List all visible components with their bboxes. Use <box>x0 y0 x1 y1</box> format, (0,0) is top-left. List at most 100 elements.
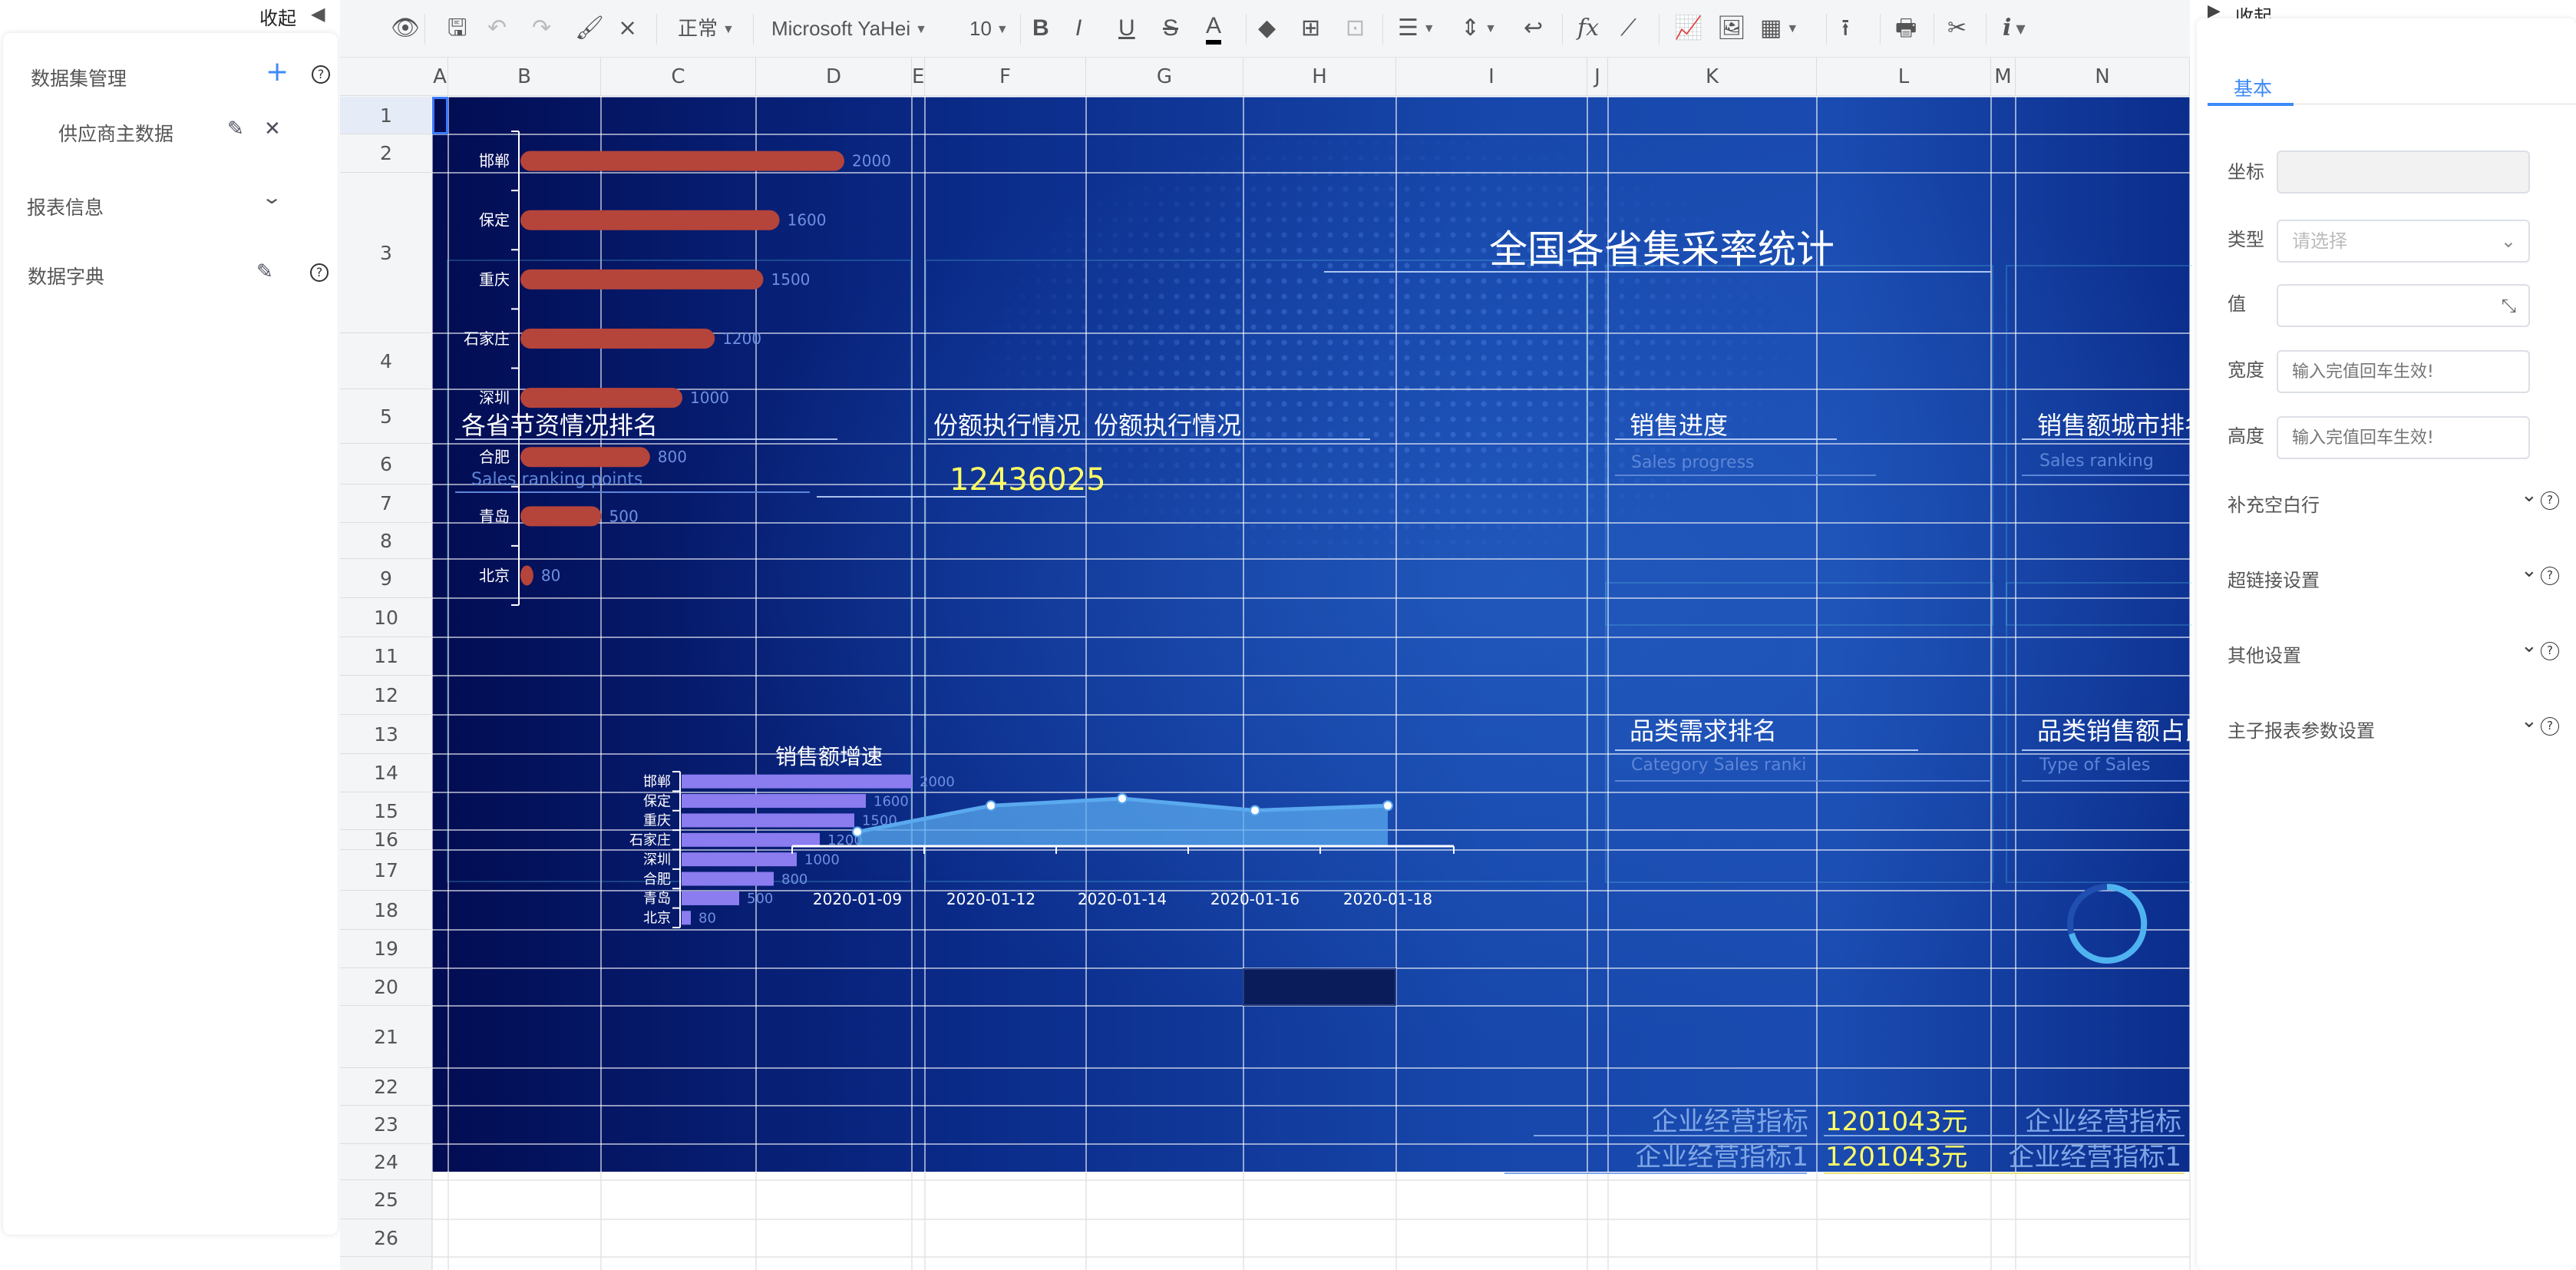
question-circle-icon[interactable]: ? <box>2541 642 2559 660</box>
question-circle-icon[interactable]: ? <box>310 263 329 282</box>
row-header-19[interactable]: 19 <box>340 930 432 968</box>
row-header-11[interactable]: 11 <box>340 637 432 676</box>
report-info-label[interactable]: 报表信息 <box>27 197 104 219</box>
column-header-N[interactable]: N <box>2016 58 2190 96</box>
column-header-D[interactable]: D <box>756 58 912 96</box>
column-header-I[interactable]: I <box>1396 58 1587 96</box>
section-row[interactable]: 主子报表参数设置 ⌄? <box>2228 709 2565 746</box>
row-header-25[interactable]: 25 <box>340 1180 432 1219</box>
report-canvas[interactable] <box>432 97 2190 1172</box>
section-row[interactable]: 其他设置 ⌄? <box>2228 634 2565 671</box>
collapse-left-button[interactable]: 收起 <box>259 8 296 29</box>
font-color-icon[interactable]: A <box>1206 12 1222 45</box>
row-header-7[interactable]: 7 <box>340 485 432 523</box>
column-header-K[interactable]: K <box>1608 58 1817 96</box>
chevron-down-icon[interactable]: ⌄ <box>2521 634 2538 657</box>
tab-basic[interactable]: 基本 <box>2234 78 2273 100</box>
column-header-J[interactable]: J <box>1587 58 1608 96</box>
redo-icon[interactable]: ↷ <box>532 15 552 41</box>
column-header-G[interactable]: G <box>1086 58 1243 96</box>
column-header-B[interactable]: B <box>448 58 601 96</box>
question-circle-icon[interactable]: ? <box>2541 717 2559 736</box>
column-header-E[interactable]: E <box>912 58 925 96</box>
caret-right-icon[interactable]: ▶ <box>2208 2 2221 21</box>
save-icon[interactable]: 🖫 <box>447 15 467 41</box>
section-row[interactable]: 超链接设置 ⌄? <box>2228 559 2565 596</box>
chevron-down-icon[interactable]: ⌄ <box>2521 709 2538 733</box>
underline-icon[interactable]: U <box>1118 15 1135 41</box>
row-header-4[interactable]: 4 <box>340 333 432 389</box>
row-header-12[interactable]: 12 <box>340 676 432 715</box>
row-header-18[interactable]: 18 <box>340 891 432 930</box>
column-header-L[interactable]: L <box>1817 58 1991 96</box>
align-icon[interactable]: ☰ ▼ <box>1398 15 1435 41</box>
pencil-icon[interactable]: ✎ <box>227 117 244 141</box>
upload-icon[interactable]: ⭱ <box>1841 15 1850 41</box>
qrcode-icon[interactable]: ▦ ▼ <box>1760 15 1799 41</box>
italic-icon[interactable]: I <box>1075 15 1082 41</box>
column-header-C[interactable]: C <box>601 58 756 96</box>
bold-icon[interactable]: B <box>1032 15 1049 41</box>
question-circle-icon[interactable]: ? <box>2541 491 2559 510</box>
row-header-14[interactable]: 14 <box>340 754 432 792</box>
vertical-align-icon[interactable]: ⇕ ▼ <box>1461 15 1497 41</box>
print-icon[interactable]: 🖶 <box>1895 15 1917 41</box>
merge-cells-icon[interactable]: ⊡ <box>1346 15 1366 41</box>
caret-left-icon[interactable]: ◀ <box>311 3 325 25</box>
column-header-F[interactable]: F <box>925 58 1086 96</box>
row-header-6[interactable]: 6 <box>340 444 432 485</box>
wrap-text-icon[interactable]: ↩ <box>1524 15 1544 41</box>
row-header-26[interactable]: 26 <box>340 1219 432 1257</box>
fill-color-icon[interactable]: ◆ <box>1258 15 1276 41</box>
clear-format-icon[interactable]: ⨯ <box>618 15 638 41</box>
image-icon[interactable]: 🖼 <box>1717 15 1747 41</box>
plus-icon[interactable]: + <box>266 56 289 88</box>
compress-icon[interactable]: ⤡ <box>2501 295 2516 316</box>
value-field[interactable]: ⤡ <box>2277 284 2530 327</box>
row-header-10[interactable]: 10 <box>340 598 432 637</box>
borders-icon[interactable]: ⊞ <box>1301 15 1321 41</box>
section-row[interactable]: 补充空白行 ⌄? <box>2228 484 2565 521</box>
row-header-15[interactable]: 15 <box>340 792 432 830</box>
row-header-8[interactable]: 8 <box>340 523 432 559</box>
row-header-16[interactable]: 16 <box>340 828 432 851</box>
style-select[interactable]: 正常 ▼ <box>678 12 735 45</box>
chevron-down-icon[interactable]: ⌄ <box>260 187 283 208</box>
width-field[interactable] <box>2277 350 2530 393</box>
row-header-5[interactable]: 5 <box>340 389 432 444</box>
chart-icon[interactable]: 📈 <box>1674 15 1703 41</box>
question-circle-icon[interactable]: ? <box>2541 567 2559 585</box>
format-painter-icon[interactable]: 🖌 <box>575 15 605 41</box>
row-header-20[interactable]: 20 <box>340 968 432 1006</box>
tools-icon[interactable]: ✂ <box>1947 15 1967 41</box>
font-size-select[interactable]: 10 ▼ <box>969 12 1009 45</box>
row-header-1[interactable]: 1 <box>340 97 432 134</box>
coordinate-field[interactable] <box>2277 150 2530 193</box>
row-header-2[interactable]: 2 <box>340 134 432 173</box>
chevron-down-icon[interactable]: ⌄ <box>2521 484 2538 507</box>
column-header-A[interactable]: A <box>432 58 448 96</box>
eye-icon[interactable]: 👁 <box>391 15 421 41</box>
question-circle-icon[interactable]: ? <box>312 65 330 84</box>
row-header-9[interactable]: 9 <box>340 559 432 598</box>
strikethrough-icon[interactable]: S <box>1163 15 1179 41</box>
height-field[interactable] <box>2277 416 2530 459</box>
row-header-22[interactable]: 22 <box>340 1068 432 1106</box>
row-header-17[interactable]: 17 <box>340 850 432 891</box>
row-header-23[interactable]: 23 <box>340 1106 432 1144</box>
row-header-3[interactable]: 3 <box>340 173 432 333</box>
function-icon[interactable]: fx <box>1577 15 1600 41</box>
font-select[interactable]: Microsoft YaHei ▼ <box>771 12 927 45</box>
column-header-H[interactable]: H <box>1243 58 1396 96</box>
row-header-13[interactable]: 13 <box>340 715 432 754</box>
pencil-icon[interactable]: ✎ <box>256 260 273 283</box>
undo-icon[interactable]: ↶ <box>487 15 507 41</box>
info-icon[interactable]: i ▼ <box>2003 15 2026 41</box>
column-header-M[interactable]: M <box>1991 58 2016 96</box>
type-select[interactable]: 请选择 ⌄ <box>2277 220 2530 263</box>
row-header-21[interactable]: 21 <box>340 1006 432 1068</box>
close-icon[interactable]: ✕ <box>264 117 281 141</box>
row-header-24[interactable]: 24 <box>340 1144 432 1180</box>
dataset-item-label[interactable]: 供应商主数据 <box>58 123 174 145</box>
chevron-down-icon[interactable]: ⌄ <box>2521 559 2538 582</box>
